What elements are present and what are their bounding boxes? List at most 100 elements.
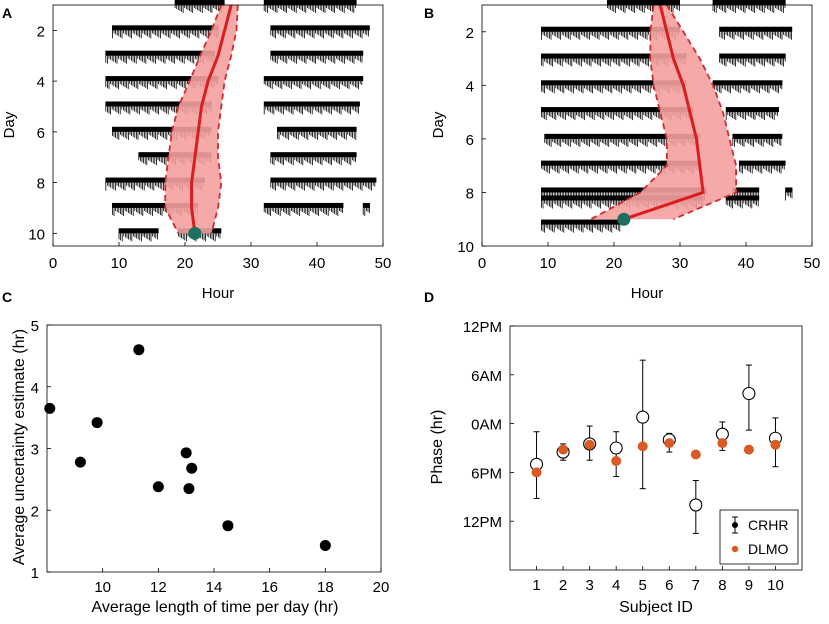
panel-b-activity-segment bbox=[732, 133, 783, 147]
panel-c-point bbox=[319, 539, 331, 551]
panel-b-activity-bar bbox=[739, 160, 786, 166]
panel-a-axes-box bbox=[52, 4, 384, 247]
panel-b-ylabel: Day bbox=[430, 111, 447, 138]
panel-b-y-tick-label: 6 bbox=[466, 132, 474, 149]
panel-label-d: D bbox=[424, 289, 434, 305]
panel-b-estimate bbox=[590, 4, 737, 226]
panel-d-marks bbox=[529, 359, 783, 534]
panel-d-x-tick-label: 9 bbox=[745, 577, 753, 594]
panel-a-activity-bar bbox=[175, 0, 225, 5]
panel-a-current-marker bbox=[188, 226, 202, 240]
panel-b-x-tick-label: 50 bbox=[804, 255, 821, 272]
panel-c-x-tick-label: 10 bbox=[94, 579, 111, 596]
panel-a-ylabel: Day bbox=[1, 111, 18, 138]
panel-c-point bbox=[152, 481, 164, 493]
panel-a-y-tick-label: 6 bbox=[37, 125, 45, 142]
panel-c-xlabel: Average length of time per day (hr) bbox=[92, 599, 339, 616]
panel-a-activity-segment bbox=[263, 76, 364, 90]
panel-b-y-tick-label: 10 bbox=[457, 239, 474, 256]
panel-a-activity-segment bbox=[112, 25, 219, 39]
panel-b-activity-segment bbox=[607, 0, 680, 13]
panel-b-activity-segment bbox=[739, 160, 786, 174]
legend-markers bbox=[731, 516, 739, 553]
crhr-point bbox=[636, 410, 650, 424]
panel-a-activity-segment bbox=[174, 0, 225, 13]
panel-label-a: A bbox=[2, 5, 12, 21]
panel-b-activity-segment bbox=[541, 219, 621, 233]
panel-a-x-ticks: 0 10 20 30 40 50 bbox=[49, 242, 392, 272]
panel-d-ylabel: Phase (hr) bbox=[429, 410, 446, 485]
panel-d-x-tick-label: 3 bbox=[585, 577, 593, 594]
panel-d-y-tick-label: 6AM bbox=[471, 368, 502, 385]
panel-b-activity-bar bbox=[719, 26, 793, 32]
panel-b-activity-bar bbox=[544, 133, 700, 139]
panel-a-activity-segment bbox=[118, 228, 159, 242]
panel-d-x-tick-label: 5 bbox=[639, 577, 647, 594]
panel-a-activity-segment bbox=[270, 25, 370, 39]
panel-a-x-tick-label: 10 bbox=[111, 255, 128, 272]
panel-b-activity-bar bbox=[541, 187, 707, 193]
panel-a-activity bbox=[105, 0, 377, 242]
panel-d: D 1 2 3 4 5 6 7 8 9 10 12PM 6AM 0AM 6PM 12PM Subject … bbox=[424, 289, 803, 616]
panel-label-b: B bbox=[424, 5, 434, 21]
panel-b-activity-bar bbox=[541, 26, 680, 32]
panel-a-uncertainty-band bbox=[165, 5, 238, 234]
panel-a-activity-segment bbox=[270, 152, 357, 166]
panel-d-y-tick-label: 12PM bbox=[463, 319, 502, 336]
panel-c-points bbox=[44, 344, 331, 551]
panel-d-legend: CRHR DLMO bbox=[719, 509, 799, 565]
panel-b-mean-line bbox=[623, 4, 705, 221]
panel-a-activity-segment bbox=[263, 101, 360, 115]
panel-b-activity-segment bbox=[725, 107, 779, 121]
panel-a-activity-segment bbox=[276, 126, 357, 140]
dlmo-point bbox=[717, 438, 728, 449]
dlmo-point bbox=[584, 439, 595, 450]
panel-a-y-tick-label: 8 bbox=[37, 176, 45, 193]
panel-b-activity-segment bbox=[541, 107, 694, 121]
panel-a-x-tick-label: 0 bbox=[49, 255, 57, 272]
panel-d-x-tick-label: 4 bbox=[612, 577, 620, 594]
panel-a-y-ticks: 2 4 6 8 10 bbox=[28, 23, 57, 243]
panel-b-y-ticks: 2 4 6 8 10 bbox=[457, 25, 486, 256]
panel-d-x-tick-label: 10 bbox=[767, 577, 784, 594]
legend-crhr-point bbox=[732, 522, 738, 528]
panel-d-x-ticks: 1 2 3 4 5 6 7 8 9 10 bbox=[532, 566, 784, 594]
panel-b-band-lower-edge bbox=[590, 4, 668, 221]
panel-b-activity-bar bbox=[607, 0, 680, 5]
panel-a-band-lower-edge bbox=[164, 4, 223, 234]
panel-c-y-tick-label: 2 bbox=[31, 503, 39, 520]
panel-d-x-tick-label: 1 bbox=[532, 577, 540, 594]
panel-b-activity-segment bbox=[719, 53, 786, 67]
panel-c-point bbox=[74, 456, 86, 468]
panel-d-y-tick-label: 12PM bbox=[463, 514, 502, 531]
panel-a-activity-bar bbox=[119, 228, 159, 234]
dlmo-point bbox=[611, 456, 622, 467]
panel-c-point bbox=[222, 520, 234, 532]
panel-c-x-tick-label: 16 bbox=[261, 579, 278, 596]
panel-b-activity-bar bbox=[541, 80, 687, 86]
panel-b-activity-bar bbox=[713, 0, 786, 5]
panel-d-x-tick-label: 7 bbox=[692, 577, 700, 594]
panel-d-axes-box bbox=[509, 325, 803, 571]
panel-b-y-tick-label: 8 bbox=[466, 185, 474, 202]
panel-b-activity-segment bbox=[725, 195, 760, 209]
legend-entry-crhr: CRHR bbox=[748, 517, 788, 533]
crhr-point bbox=[609, 441, 623, 455]
panel-c-point bbox=[91, 417, 103, 429]
panel-b-activity-bar bbox=[713, 80, 783, 86]
panel-a-y-tick-label: 10 bbox=[28, 226, 45, 243]
panel-c-point bbox=[180, 447, 192, 459]
panel-c-point bbox=[44, 402, 56, 414]
legend-dlmo-point bbox=[731, 545, 739, 553]
panel-b-axes-box bbox=[481, 4, 813, 247]
panel-b-x-tick-label: 40 bbox=[738, 255, 755, 272]
dlmo-point bbox=[743, 444, 754, 455]
panel-a-activity-segment bbox=[270, 50, 364, 64]
panel-a-band-upper-edge bbox=[210, 4, 239, 234]
panel-c-y-tick-label: 3 bbox=[31, 442, 39, 459]
panel-a-x-tick-label: 50 bbox=[375, 255, 392, 272]
panel-label-c: C bbox=[2, 289, 12, 305]
panel-a-xlabel: Hour bbox=[202, 285, 235, 302]
